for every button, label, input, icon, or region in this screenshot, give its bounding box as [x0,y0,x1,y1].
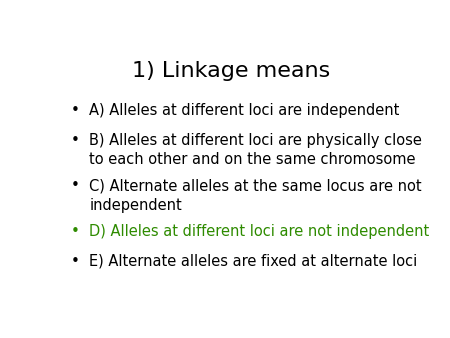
Text: •: • [71,178,80,193]
Text: D) Alleles at different loci are not independent: D) Alleles at different loci are not ind… [90,224,430,239]
Text: C) Alternate alleles at the same locus are not
independent: C) Alternate alleles at the same locus a… [90,178,422,213]
Text: •: • [71,224,80,239]
Text: 1) Linkage means: 1) Linkage means [131,62,330,81]
Text: A) Alleles at different loci are independent: A) Alleles at different loci are indepen… [90,103,400,118]
Text: B) Alleles at different loci are physically close
to each other and on the same : B) Alleles at different loci are physica… [90,133,422,167]
Text: E) Alternate alleles are fixed at alternate loci: E) Alternate alleles are fixed at altern… [90,254,418,269]
Text: •: • [71,254,80,269]
Text: •: • [71,103,80,118]
Text: •: • [71,133,80,148]
